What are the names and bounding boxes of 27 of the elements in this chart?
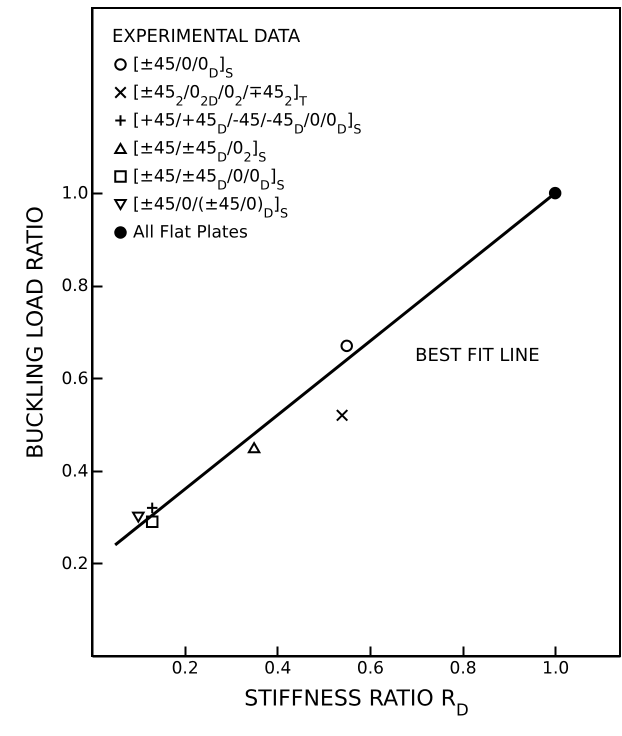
legend-label: [±45/±45$_{D}$/0/0$_{D}$]$_{S}$ bbox=[133, 166, 285, 193]
y-tick-label: 0.2 bbox=[61, 554, 88, 574]
x-axis-title: STIFFNESS RATIO R$_{D}$ bbox=[244, 686, 469, 719]
point bbox=[336, 409, 348, 422]
annotation: BEST FIT LINE bbox=[415, 345, 540, 366]
y-tick-label: 0.6 bbox=[61, 368, 88, 389]
point bbox=[146, 516, 158, 528]
x-tick-label: 0.4 bbox=[264, 658, 292, 678]
x-tick-label: 0.6 bbox=[356, 658, 384, 678]
point bbox=[248, 442, 260, 454]
legend-label: [+45/+45$_{D}$/-45/-45$_{D}$/0/0$_{D}$]$_{S}$ bbox=[133, 110, 362, 137]
x-tick-label: 1.0 bbox=[542, 658, 570, 678]
point bbox=[146, 502, 158, 514]
y-tick-label: 1.0 bbox=[61, 184, 88, 204]
point bbox=[132, 512, 145, 523]
y-axis-title: BUCKLING LOAD RATIO bbox=[23, 206, 48, 459]
legend-title: EXPERIMENTAL DATA bbox=[112, 26, 301, 47]
legend-label: [±45/±45$_{D}$/0$_{2}$]$_{S}$ bbox=[133, 138, 266, 165]
point bbox=[340, 340, 353, 352]
y-tick-label: 0.8 bbox=[61, 276, 88, 296]
legend-label: All Flat Plates bbox=[133, 222, 248, 242]
legend-label: [±45/0/0$_{D}$]$_{S}$ bbox=[133, 54, 234, 81]
legend-label: [±45/0/(±45/0)$_{D}$]$_{S}$ bbox=[133, 194, 288, 221]
y-tick-label: 0.4 bbox=[61, 461, 88, 482]
text: [±45$_{2}$/0$_{2D}$/0$_{2}$/∓45$_{2}$]$_{T}$ bbox=[133, 82, 307, 109]
x-tick-label: 0.2 bbox=[172, 658, 199, 678]
x-tick-label: 0.8 bbox=[450, 658, 477, 678]
